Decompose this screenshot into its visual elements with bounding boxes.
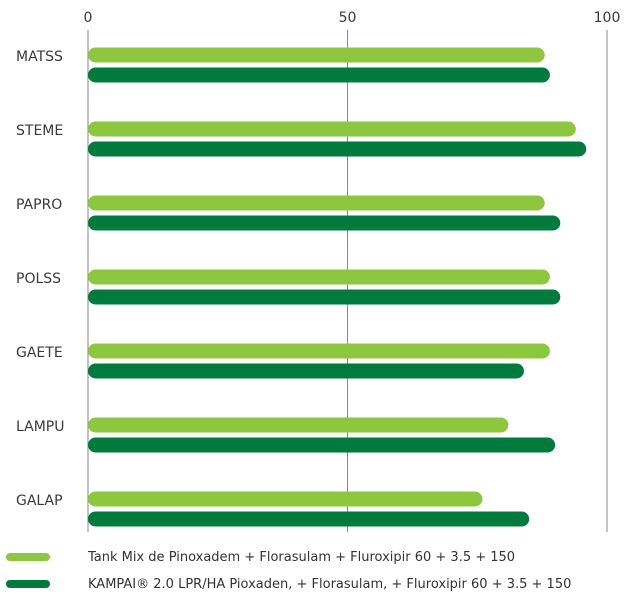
category-label-polss: POLSS [16, 271, 61, 287]
bar-matss-series-2 [88, 67, 550, 83]
category-label-gaete: GAETE [16, 345, 63, 361]
category-label-galap: GALAP [16, 493, 63, 509]
category-label-papro: PAPRO [16, 197, 62, 213]
bar-matss-series-1 [88, 47, 545, 63]
category-label-steme: STEME [16, 123, 63, 139]
bar-steme-series-1 [88, 121, 576, 137]
legend-label-kampai: KAMPAI® 2.0 LPR/HA Pioxaden, + Florasula… [88, 576, 572, 592]
bar-polss-series-2 [88, 289, 561, 305]
bar-lampu-series-2 [88, 437, 556, 453]
bar-steme-series-2 [88, 141, 587, 157]
bar-galap-series-1 [88, 491, 483, 507]
bar-gaete-series-2 [88, 363, 524, 379]
x-tick-label-50: 50 [339, 10, 357, 26]
category-label-lampu: LAMPU [16, 419, 64, 435]
category-label-matss: MATSS [16, 49, 63, 65]
bar-gaete-series-1 [88, 343, 550, 359]
legend-swatch-tank-mix [6, 553, 50, 561]
x-tick-label-100: 100 [594, 10, 621, 26]
bar-chart: 0 50 100 MATSS STEME PAPRO POLSS GAETE LAMPU GALA… [16, 10, 621, 532]
bar-papro-series-2 [88, 215, 561, 231]
bar-papro-series-1 [88, 195, 545, 211]
legend-label-tank-mix: Tank Mix de Pinoxadem + Florasulam + Flu… [88, 549, 516, 565]
x-tick-label-0: 0 [84, 10, 93, 26]
legend-swatch-kampai [6, 580, 50, 588]
bar-lampu-series-1 [88, 417, 509, 433]
bar-galap-series-2 [88, 511, 530, 527]
bar-polss-series-1 [88, 269, 550, 285]
